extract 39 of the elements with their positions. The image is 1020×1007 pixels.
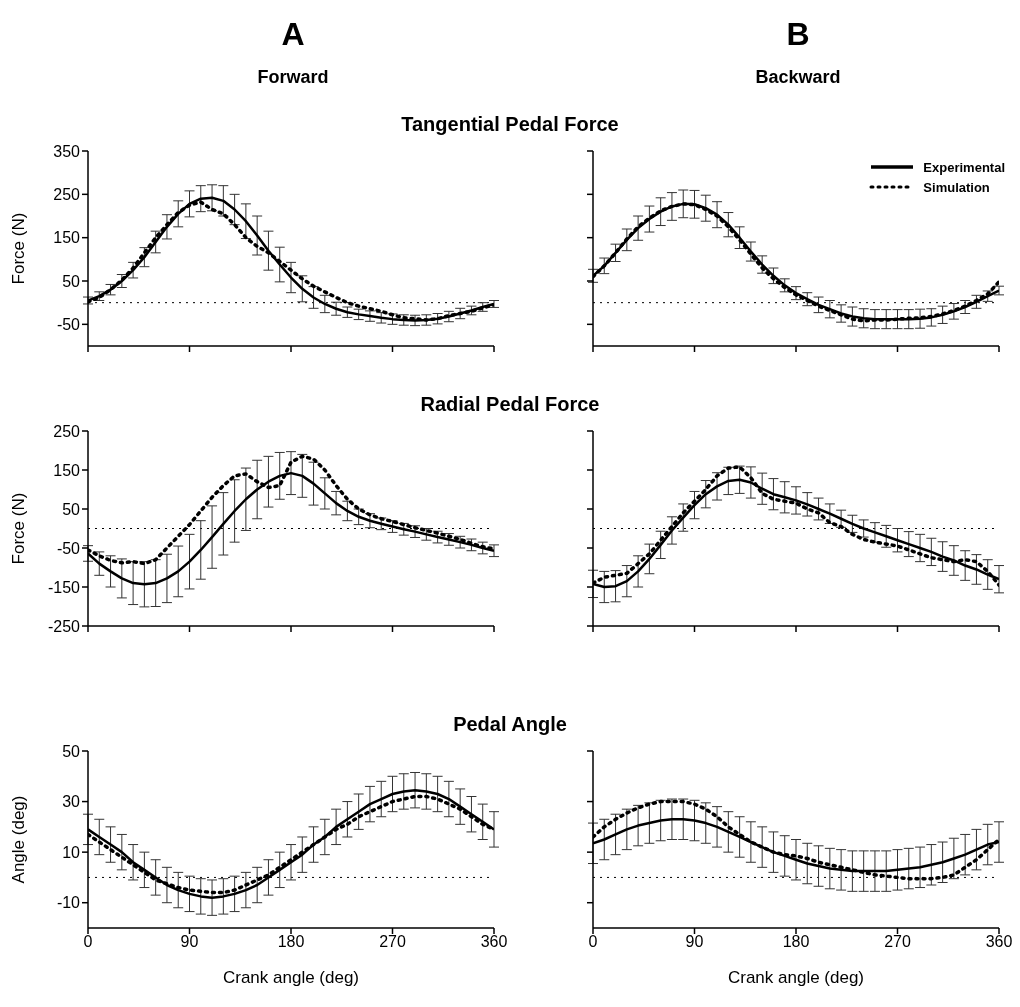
legend-label: Simulation — [923, 179, 990, 195]
y-tick-label: -150 — [47, 578, 81, 596]
y-tick-label: -10 — [56, 894, 81, 912]
x-tick-label: 270 — [379, 933, 406, 951]
x-tick-label: 180 — [277, 933, 305, 951]
text: A — [280, 16, 306, 53]
x-tick-label: 0 — [83, 933, 93, 951]
x-axis-title: Crank angle (deg) — [222, 968, 360, 987]
y-axis-title: Angle (deg) — [9, 795, 29, 884]
text: Backward — [754, 67, 842, 88]
x-tick-label: 180 — [782, 933, 810, 951]
y-axis-title: Force (N) — [9, 212, 29, 285]
x-tick-label: 90 — [180, 933, 199, 951]
chart-title: Radial Pedal Force — [419, 393, 601, 416]
y-tick-label: 350 — [53, 142, 81, 160]
chart-title: Tangential Pedal Force — [400, 113, 620, 136]
y-axis-title: Force (N) — [9, 492, 29, 565]
x-tick-label: 360 — [480, 933, 508, 951]
y-tick-label: 50 — [62, 500, 81, 518]
y-tick-label: 30 — [62, 793, 81, 811]
chart-title: Pedal Angle — [452, 713, 568, 736]
y-tick-label: 150 — [53, 461, 81, 479]
y-tick-label: 150 — [53, 229, 81, 247]
x-tick-label: 0 — [588, 933, 598, 951]
x-tick-label: 360 — [985, 933, 1013, 951]
y-tick-label: 10 — [62, 843, 81, 861]
y-tick-label: -50 — [56, 539, 81, 557]
y-tick-label: -250 — [47, 617, 81, 635]
x-tick-label: 90 — [685, 933, 704, 951]
x-axis-title: Crank angle (deg) — [727, 968, 865, 987]
y-tick-label: 250 — [53, 186, 81, 204]
x-tick-label: 270 — [884, 933, 911, 951]
y-tick-label: 250 — [53, 422, 81, 440]
legend-label: Experimental — [923, 159, 1005, 175]
y-tick-label: 50 — [62, 272, 81, 290]
text: Forward — [256, 67, 330, 88]
y-tick-label: -50 — [56, 316, 81, 334]
text: B — [785, 16, 811, 53]
y-tick-label: 50 — [62, 742, 81, 760]
